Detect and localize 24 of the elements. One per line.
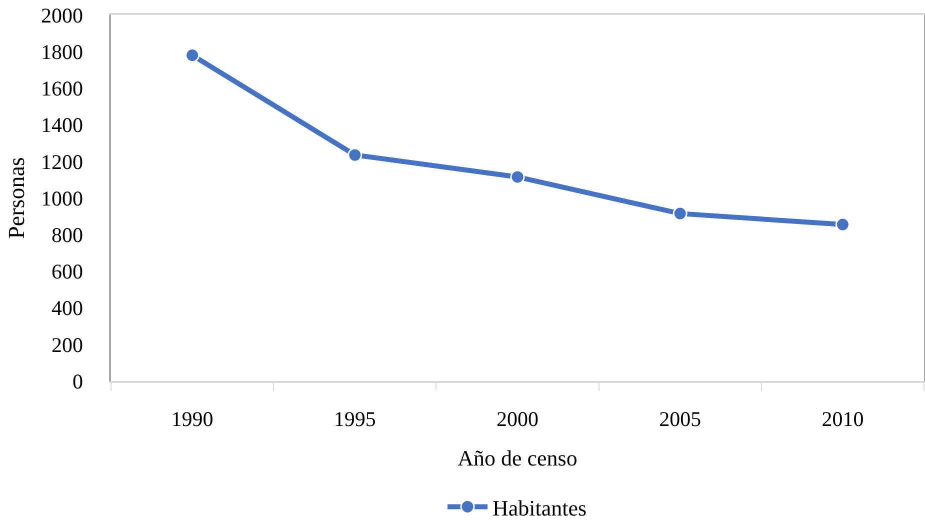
y-tick-label: 1400 — [41, 113, 84, 138]
point — [510, 170, 525, 184]
point — [835, 217, 850, 232]
point — [185, 48, 200, 63]
y-tick-label: 800 — [52, 222, 84, 247]
y-tick-label: 1200 — [41, 150, 84, 174]
y-tick-label: 600 — [52, 260, 84, 284]
y-tick-label: 1800 — [41, 40, 84, 64]
point — [672, 206, 688, 221]
x-tick-label: 1990 — [171, 406, 214, 431]
y-tick-label: 200 — [52, 332, 84, 357]
x-tick-label: 1995 — [334, 406, 376, 431]
x-tick-label: 2005 — [659, 406, 702, 431]
y-tick-label: 0 — [72, 369, 84, 394]
y-tick-label: 2000 — [41, 3, 84, 28]
y-tick-label: 1600 — [41, 76, 84, 101]
x-tick-label: 2010 — [822, 406, 864, 431]
y-tick-label: 1000 — [41, 186, 84, 210]
x-tick-label: 2000 — [496, 406, 538, 431]
x-axis-title: Año de censo — [458, 445, 578, 470]
y-tick-label: 400 — [52, 296, 84, 320]
legend-label: Habitantes — [492, 495, 587, 520]
y-axis-title: Personas — [4, 157, 29, 239]
point — [348, 148, 362, 162]
